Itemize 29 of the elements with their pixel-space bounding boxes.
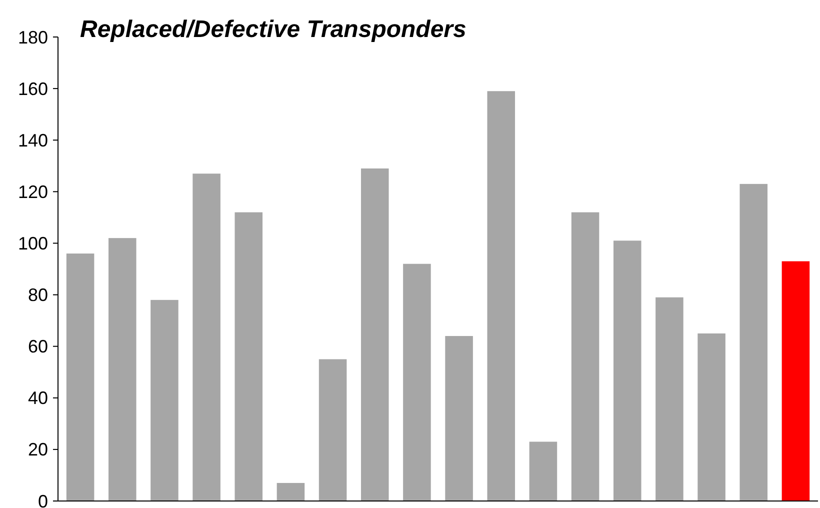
bar [403,264,431,501]
bar [276,482,305,501]
bar [445,336,473,501]
y-tick-label: 0 [38,491,48,508]
bar [318,359,347,501]
bar [108,238,136,501]
y-tick-label: 100 [18,234,48,254]
bar [192,174,220,501]
bar [782,261,810,501]
y-tick-label: 80 [28,285,48,306]
bar [613,240,642,501]
bar [571,212,600,501]
bar [150,300,178,501]
y-tick-label: 20 [28,440,48,460]
chart-title: Replaced/Defective Transponders [80,16,466,43]
bar [698,333,726,501]
y-tick-label: 40 [28,388,48,408]
bar [487,91,516,501]
y-tick-label: 60 [28,336,48,357]
y-tick-label: 180 [18,27,48,48]
bar [740,184,768,501]
y-tick-label: 120 [18,182,48,202]
bar [234,212,263,501]
bar [529,442,558,501]
y-tick-label: 160 [18,78,48,99]
bar [360,168,389,501]
bar [66,254,94,501]
bar [656,297,684,501]
y-tick-label: 140 [18,130,48,150]
